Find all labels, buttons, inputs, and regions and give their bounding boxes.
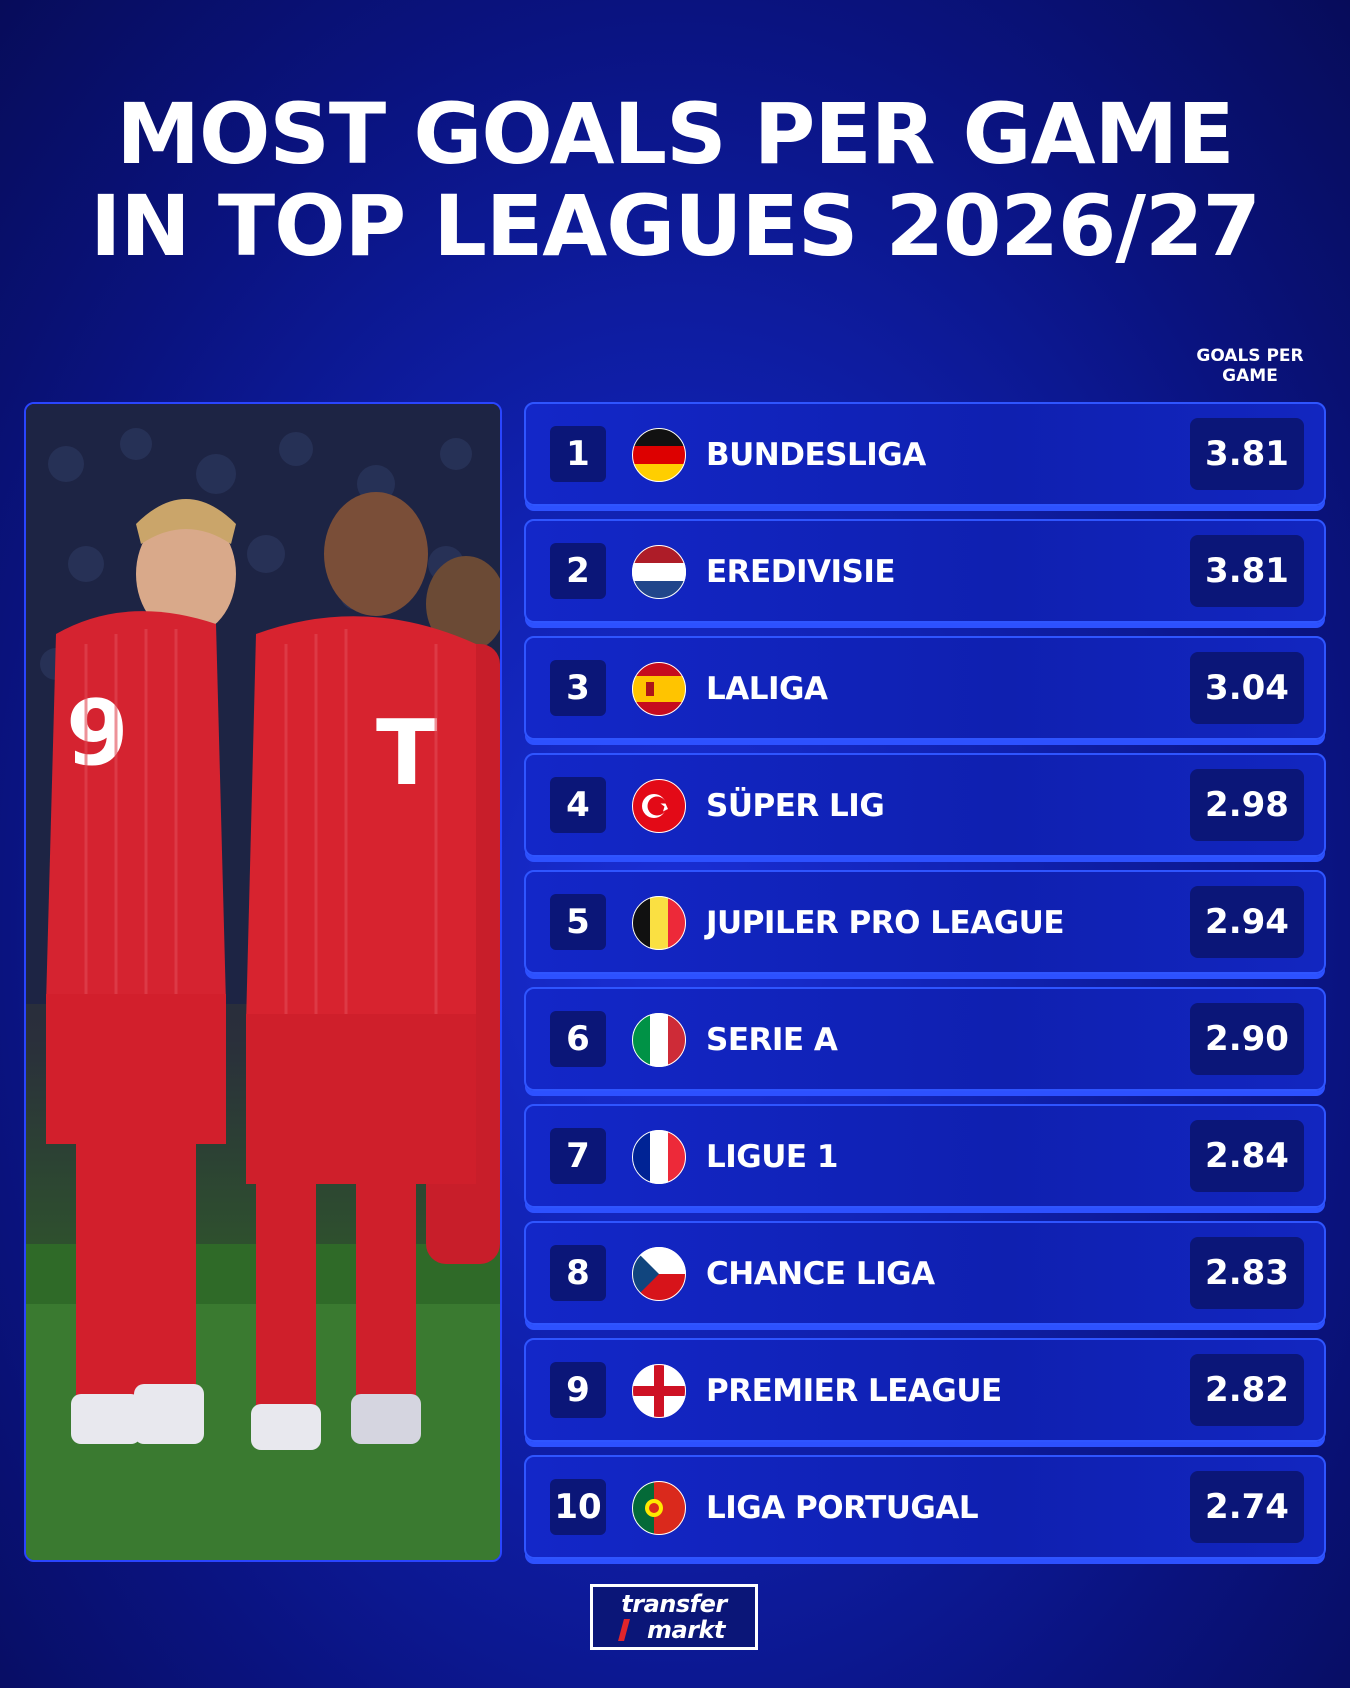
svg-text:9: 9	[66, 681, 129, 786]
logo-line-2: markt	[593, 1617, 755, 1643]
col-header-line-2: GAME	[1222, 366, 1278, 386]
svg-text:T: T	[376, 701, 437, 806]
goals-per-game-value: 2.94	[1190, 886, 1304, 958]
league-name: EREDIVISIE	[706, 554, 896, 590]
table-row: 9 PREMIER LEAGUE 2.82	[524, 1338, 1326, 1442]
league-name: CHANCE LIGA	[706, 1256, 935, 1292]
table-row: 6 SERIE A 2.90	[524, 987, 1326, 1091]
goals-per-game-value: 3.04	[1190, 652, 1304, 724]
goals-per-game-header: GOALS PER GAME	[1180, 346, 1320, 386]
czechia-flag-icon	[632, 1247, 686, 1301]
league-name: PREMIER LEAGUE	[706, 1373, 1002, 1409]
goals-per-game-value: 2.84	[1190, 1120, 1304, 1192]
col-header-line-1: GOALS PER	[1196, 346, 1304, 366]
table-row: 5 JUPILER PRO LEAGUE 2.94	[524, 870, 1326, 974]
table-row: 8 CHANCE LIGA 2.83	[524, 1221, 1326, 1325]
spain-flag-icon	[632, 662, 686, 716]
france-flag-icon	[632, 1130, 686, 1184]
table-row: 4 SÜPER LIG 2.98	[524, 753, 1326, 857]
league-name: LIGUE 1	[706, 1139, 838, 1175]
goals-per-game-value: 2.74	[1190, 1471, 1304, 1543]
title-line-1: MOST GOALS PER GAME	[116, 85, 1234, 183]
goals-per-game-value: 3.81	[1190, 535, 1304, 607]
germany-flag-icon	[632, 428, 686, 482]
league-table: 1 BUNDESLIGA 3.81 2 EREDIVISIE 3.81 3 LALIGA 3.0…	[524, 402, 1326, 1572]
netherlands-flag-icon	[632, 545, 686, 599]
portugal-flag-icon	[632, 1481, 686, 1535]
logo-line-1: transfer	[621, 1590, 727, 1618]
rank-badge: 10	[550, 1479, 606, 1535]
england-flag-icon	[632, 1364, 686, 1418]
players-illustration: 9 T	[26, 404, 500, 1560]
league-name: JUPILER PRO LEAGUE	[706, 905, 1065, 941]
rank-badge: 7	[550, 1128, 606, 1184]
rank-badge: 5	[550, 894, 606, 950]
belgium-flag-icon	[632, 896, 686, 950]
players-photo: 9 T	[24, 402, 502, 1562]
rank-badge: 2	[550, 543, 606, 599]
goals-per-game-value: 2.90	[1190, 1003, 1304, 1075]
rank-badge: 1	[550, 426, 606, 482]
turkey-flag-icon	[632, 779, 686, 833]
table-row: 3 LALIGA 3.04	[524, 636, 1326, 740]
rank-badge: 6	[550, 1011, 606, 1067]
league-name: BUNDESLIGA	[706, 437, 926, 473]
table-row: 1 BUNDESLIGA 3.81	[524, 402, 1326, 506]
page-title: MOST GOALS PER GAME IN TOP LEAGUES 2026/…	[0, 88, 1350, 272]
table-row: 10 LIGA PORTUGAL 2.74	[524, 1455, 1326, 1559]
league-name: SÜPER LIG	[706, 788, 885, 824]
goals-per-game-value: 2.98	[1190, 769, 1304, 841]
table-row: 2 EREDIVISIE 3.81	[524, 519, 1326, 623]
goals-per-game-value: 2.82	[1190, 1354, 1304, 1426]
italy-flag-icon	[632, 1013, 686, 1067]
goals-per-game-value: 2.83	[1190, 1237, 1304, 1309]
league-name: SERIE A	[706, 1022, 838, 1058]
title-line-2: IN TOP LEAGUES 2026/27	[90, 177, 1261, 275]
goals-per-game-value: 3.81	[1190, 418, 1304, 490]
table-row: 7 LIGUE 1 2.84	[524, 1104, 1326, 1208]
league-name: LALIGA	[706, 671, 828, 707]
rank-badge: 8	[550, 1245, 606, 1301]
league-name: LIGA PORTUGAL	[706, 1490, 979, 1526]
rank-badge: 3	[550, 660, 606, 716]
transfermarkt-logo: transfer markt	[590, 1584, 758, 1650]
rank-badge: 9	[550, 1362, 606, 1418]
rank-badge: 4	[550, 777, 606, 833]
